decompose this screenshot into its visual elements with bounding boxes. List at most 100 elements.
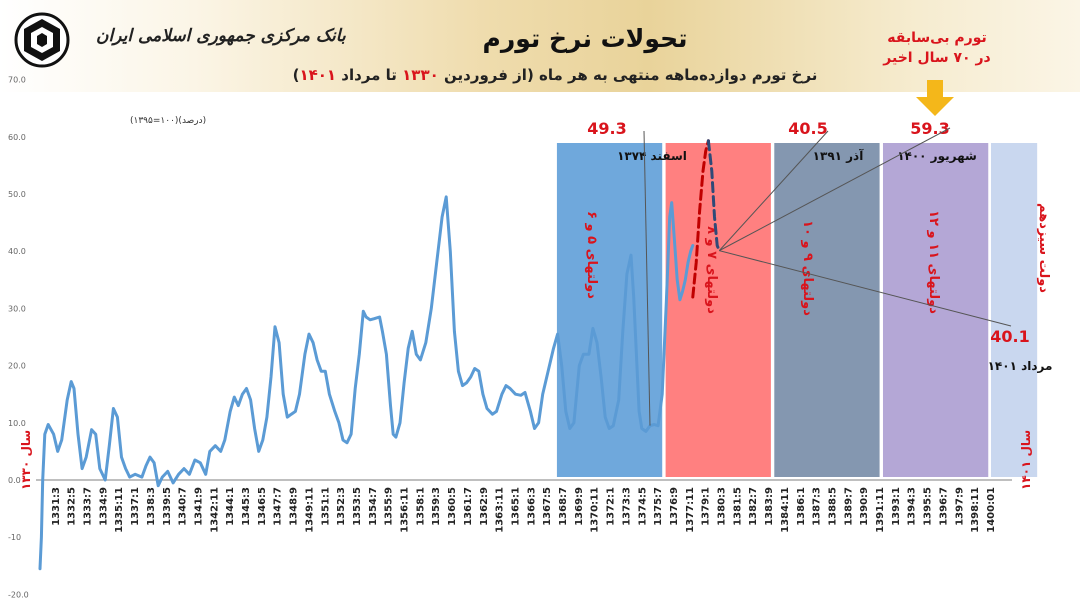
bank-name: بانک مرکزی جمهوری اسلامی ایران <box>96 26 346 46</box>
down-arrow-icon <box>916 80 954 116</box>
y-axis-label: (درصد)(۱۰۰=۱۳۹۵) <box>130 116 206 126</box>
x-tick-label: 1377:11 <box>685 487 696 533</box>
x-tick-label: 1369:9 <box>574 487 585 526</box>
government-band-3 <box>882 143 989 477</box>
annotation-leader-1 <box>718 130 829 251</box>
government-band-1 <box>665 143 771 477</box>
government-band-label-0: دولتهای ۵ و ۶ <box>584 211 599 299</box>
government-band-4 <box>990 143 1038 477</box>
y-tick-label: 40.0 <box>8 247 26 256</box>
x-tick-label: 1381:5 <box>732 487 743 526</box>
x-tick-label: 1397:9 <box>954 487 965 526</box>
annotation-leader-2 <box>719 127 951 252</box>
y-tick-label: 10.0 <box>8 419 26 428</box>
x-tick-label: 1380:3 <box>717 487 728 526</box>
callout-line-2: در ۷۰ سال اخیر <box>882 50 990 66</box>
x-tick-label: 1365:1 <box>510 487 521 526</box>
y-tick-label: 20.0 <box>8 362 26 371</box>
subtitle-text-2: تا مرداد <box>336 66 403 84</box>
x-tick-label: 1344:1 <box>225 487 236 526</box>
x-tick-label: 1383:9 <box>764 487 775 526</box>
annotation-period-0: اسفند ۱۳۷۴ <box>617 149 687 163</box>
annotation-value-2: 59.3 <box>910 119 949 138</box>
x-tick-label: 1373:3 <box>621 487 632 526</box>
x-tick-label: 1379:1 <box>701 487 712 526</box>
y-tick-label: 70.0 <box>8 76 26 85</box>
x-tick-label: 1341:9 <box>193 487 204 526</box>
annotation-period-2: شهریور ۱۴۰۰ <box>897 149 977 164</box>
y-tick-label: -10 <box>8 533 21 542</box>
government-band-label-4: دولت سیزدهم <box>1036 203 1051 293</box>
x-tick-label: 1370:11 <box>590 487 601 533</box>
x-tick-label: 1360:5 <box>447 487 458 526</box>
annotation-value-1: 40.5 <box>788 119 827 138</box>
x-tick-label: 1389:7 <box>843 487 854 526</box>
annotation-period-1: آذر ۱۳۹۱ <box>813 148 865 163</box>
x-tick-label: 1393:1 <box>891 487 902 526</box>
subtitle-text-3: ) <box>292 66 300 84</box>
x-tick-label: 1337:1 <box>130 487 141 526</box>
x-tick-label: 1391:11 <box>875 487 886 533</box>
header-banner: بانک مرکزی جمهوری اسلامی ایران تحولات نر… <box>0 0 1080 92</box>
x-tick-label: 1345:3 <box>241 487 252 526</box>
x-tick-label: 1348:9 <box>289 487 300 526</box>
x-tick-label: 1382:7 <box>748 487 759 526</box>
central-bank-logo-icon <box>14 12 70 68</box>
x-tick-label: 1338:3 <box>146 487 157 526</box>
x-tick-label: 1396:7 <box>938 487 949 526</box>
x-tick-label: 1353:5 <box>352 487 363 526</box>
callout-line-1: تورم بی‌سابقه <box>887 30 987 46</box>
x-tick-label: 1332:5 <box>67 487 78 526</box>
x-tick-label: 1356:11 <box>400 487 411 533</box>
series-line-solid <box>38 195 695 571</box>
x-tick-label: 1366:3 <box>526 487 537 526</box>
chart-subtitle: نرخ تورم دوازده‌ماهه منتهی به هر ماه (از… <box>0 66 1080 84</box>
annotation-value-0: 49.3 <box>587 119 626 138</box>
annotation-leader-3 <box>719 250 1012 327</box>
x-tick-label: 1333:7 <box>83 487 94 526</box>
series-line-forecast <box>691 139 710 299</box>
y-tick-label: 60.0 <box>8 133 26 142</box>
x-tick-label: 1358:1 <box>415 487 426 526</box>
x-tick-label: 1362:9 <box>479 487 490 526</box>
x-tick-label: 1376:9 <box>669 487 680 526</box>
end-year-label: سال ۱۴۰۱ <box>1019 430 1033 490</box>
x-tick-label: 1384:11 <box>780 487 791 533</box>
government-band-label-1: دولتهای ۷ و ۸ <box>704 226 719 314</box>
x-tick-label: 1349:11 <box>304 487 315 533</box>
x-tick-label: 1388:5 <box>827 487 838 526</box>
x-tick-label: 1359:3 <box>431 487 442 526</box>
government-band-label-2: دولتهای ۹ و ۱۰ <box>800 220 815 316</box>
x-tick-label: 1342:11 <box>209 487 220 533</box>
x-tick-label: 1346:5 <box>257 487 268 526</box>
series-line-projection <box>706 139 721 253</box>
page-title: تحولات نرخ تورم <box>482 24 688 53</box>
subtitle-start-year: ۱۳۳۰ <box>402 66 439 84</box>
x-tick-label: 1386:1 <box>796 487 807 526</box>
x-tick-label: 1375:7 <box>653 487 664 526</box>
x-tick-label: 1340:7 <box>178 487 189 526</box>
x-tick-label: 1335:11 <box>114 487 125 533</box>
annotation-leader-0 <box>643 130 651 426</box>
x-tick-label: 1355:9 <box>384 487 395 526</box>
x-tick-label: 1398:11 <box>970 487 981 533</box>
y-tick-label: 30.0 <box>8 304 26 313</box>
x-tick-label: 1363:11 <box>495 487 506 533</box>
annotation-period-3: مرداد ۱۴۰۱ <box>988 359 1053 373</box>
x-tick-label: 1372:1 <box>606 487 617 526</box>
x-tick-label: 1395:5 <box>923 487 934 526</box>
x-tick-label: 1368:7 <box>558 487 569 526</box>
x-tick-label: 1331:3 <box>51 487 62 526</box>
x-tick-label: 1394:3 <box>907 487 918 526</box>
annotation-value-3: 40.1 <box>990 327 1029 346</box>
x-tick-label: 1390:9 <box>859 487 870 526</box>
x-tick-label: 1351:1 <box>320 487 331 526</box>
y-tick-label: -20.0 <box>8 590 29 599</box>
y-tick-label: 0.0 <box>8 476 21 485</box>
subtitle-end-year: ۱۴۰۱ <box>299 66 337 84</box>
x-tick-label: 1352:3 <box>336 487 347 526</box>
x-tick-label: 1347:7 <box>273 487 284 526</box>
x-tick-label: 1354:7 <box>368 487 379 526</box>
x-tick-label: 1339:5 <box>162 487 173 526</box>
